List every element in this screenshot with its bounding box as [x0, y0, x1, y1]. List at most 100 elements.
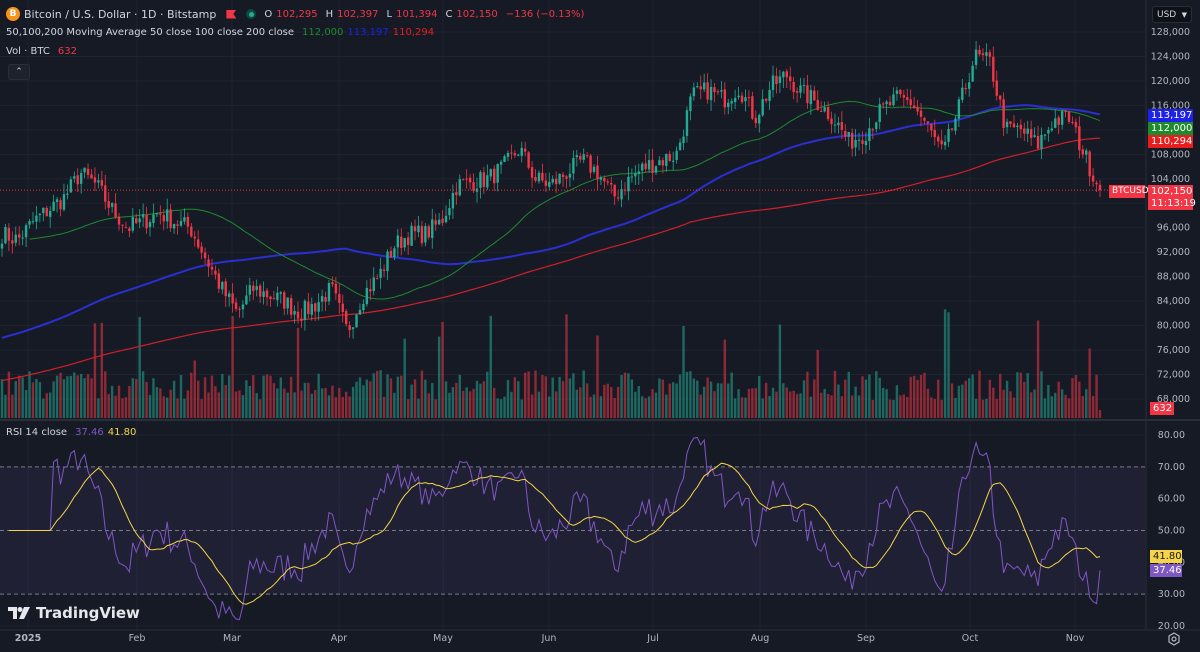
volume-bar — [713, 391, 716, 418]
volume-bar — [912, 375, 916, 418]
high-value: 102,397 — [337, 8, 379, 20]
candle-body — [255, 286, 258, 290]
volume-bar — [954, 397, 957, 418]
rsi-legend-title: RSI 14 close — [6, 427, 68, 438]
candle-body — [131, 217, 134, 231]
candle-body — [166, 209, 169, 222]
last-price-tag: 102,150 — [1148, 185, 1193, 198]
volume-bar — [166, 397, 169, 418]
volume-bar — [1005, 380, 1009, 418]
candle-body — [45, 207, 48, 217]
volume-bar — [365, 379, 369, 418]
volume-bar — [610, 386, 613, 418]
time-axis-label: Mar — [223, 633, 241, 644]
price-tick-label: 104,000 — [1151, 174, 1190, 185]
volume-bar — [427, 393, 431, 418]
volume-bar — [1047, 384, 1050, 418]
tradingview-logo[interactable]: TradingView — [8, 604, 140, 622]
candle-body — [613, 184, 616, 197]
candle-body — [857, 139, 861, 141]
candle-body — [665, 153, 668, 167]
ma-legend[interactable]: 50,100,200 Moving Average 50 close 100 c… — [6, 27, 434, 38]
volume-bar — [603, 384, 606, 418]
chevron-up-icon: ⌃ — [15, 67, 23, 77]
candle-body — [413, 226, 417, 232]
volume-bar — [1002, 389, 1005, 418]
market-status-icon[interactable] — [246, 9, 257, 19]
volume-bar — [272, 383, 276, 418]
volume-bar — [4, 394, 7, 418]
candle-body — [854, 139, 857, 148]
volume-bar — [720, 383, 723, 418]
volume-legend[interactable]: Vol · BTC 632 — [6, 46, 77, 57]
volume-bar — [1012, 397, 1016, 418]
volume-bar — [410, 384, 413, 418]
candle-body — [1026, 128, 1029, 134]
candle-body — [176, 224, 179, 226]
ma200-line — [1, 137, 1101, 382]
volume-bar — [448, 392, 451, 418]
candle-body — [658, 160, 661, 166]
candle-body — [155, 213, 159, 215]
candle-body — [1067, 111, 1071, 122]
candle-body — [789, 76, 792, 82]
flag-icon[interactable] — [226, 9, 237, 19]
volume-bar — [530, 394, 534, 418]
candle-body — [310, 303, 313, 315]
volume-bar — [479, 383, 482, 418]
volume-bar — [658, 378, 661, 418]
candle-body — [723, 89, 727, 108]
volume-bar — [819, 392, 823, 418]
candle-body — [933, 130, 936, 138]
volume-bar — [351, 386, 355, 418]
candle-body — [510, 152, 513, 154]
candle-body — [651, 159, 654, 173]
volume-bar — [162, 396, 165, 418]
volume-bar — [59, 372, 62, 418]
volume-bar — [1033, 389, 1036, 418]
volume-bar — [778, 324, 782, 418]
candle-body — [496, 163, 499, 183]
candle-body — [403, 238, 406, 248]
volume-bar — [1078, 381, 1081, 418]
candle-body — [554, 178, 558, 185]
volume-bar — [1026, 373, 1029, 418]
candle-body — [892, 94, 895, 106]
candle-body — [517, 154, 520, 156]
volume-bar — [210, 375, 214, 418]
logo-text: TradingView — [36, 604, 140, 622]
candle-body — [372, 277, 375, 291]
volume-bar — [985, 398, 988, 418]
candle-body — [871, 129, 875, 131]
candle-body — [1019, 124, 1023, 130]
volume-bar — [159, 388, 162, 418]
candle-body — [190, 226, 193, 237]
candle-body — [231, 293, 234, 304]
rsi-tag: 37.46 — [1150, 564, 1182, 577]
candle-body — [606, 181, 609, 183]
currency-select[interactable]: USD ▼ — [1152, 6, 1192, 23]
volume-bar — [107, 394, 110, 418]
candle-body — [7, 227, 11, 241]
settings-gear-icon[interactable] — [1167, 632, 1181, 646]
candle-body — [24, 225, 28, 238]
volume-bar — [28, 371, 31, 418]
volume-bar — [554, 391, 558, 418]
collapse-legend-button[interactable]: ⌃ — [8, 64, 30, 80]
volume-bar — [558, 376, 561, 418]
volume-bar — [320, 388, 324, 418]
rsi-legend[interactable]: RSI 14 close 37.46 41.80 — [6, 427, 136, 438]
volume-bar — [314, 389, 317, 418]
candle-body — [48, 210, 52, 217]
symbol-legend: B Bitcoin / U.S. Dollar · 1D · Bitstamp … — [6, 7, 584, 21]
symbol-title[interactable]: Bitcoin / U.S. Dollar · 1D · Bitstamp — [24, 7, 217, 21]
candle-body — [183, 217, 186, 222]
volume-bar — [269, 375, 272, 418]
candle-body — [482, 172, 486, 187]
volume-bar — [599, 396, 603, 418]
candle-body — [585, 155, 589, 157]
volume-bar — [334, 397, 338, 418]
candle-body — [685, 110, 689, 136]
candle-body — [1054, 118, 1057, 128]
